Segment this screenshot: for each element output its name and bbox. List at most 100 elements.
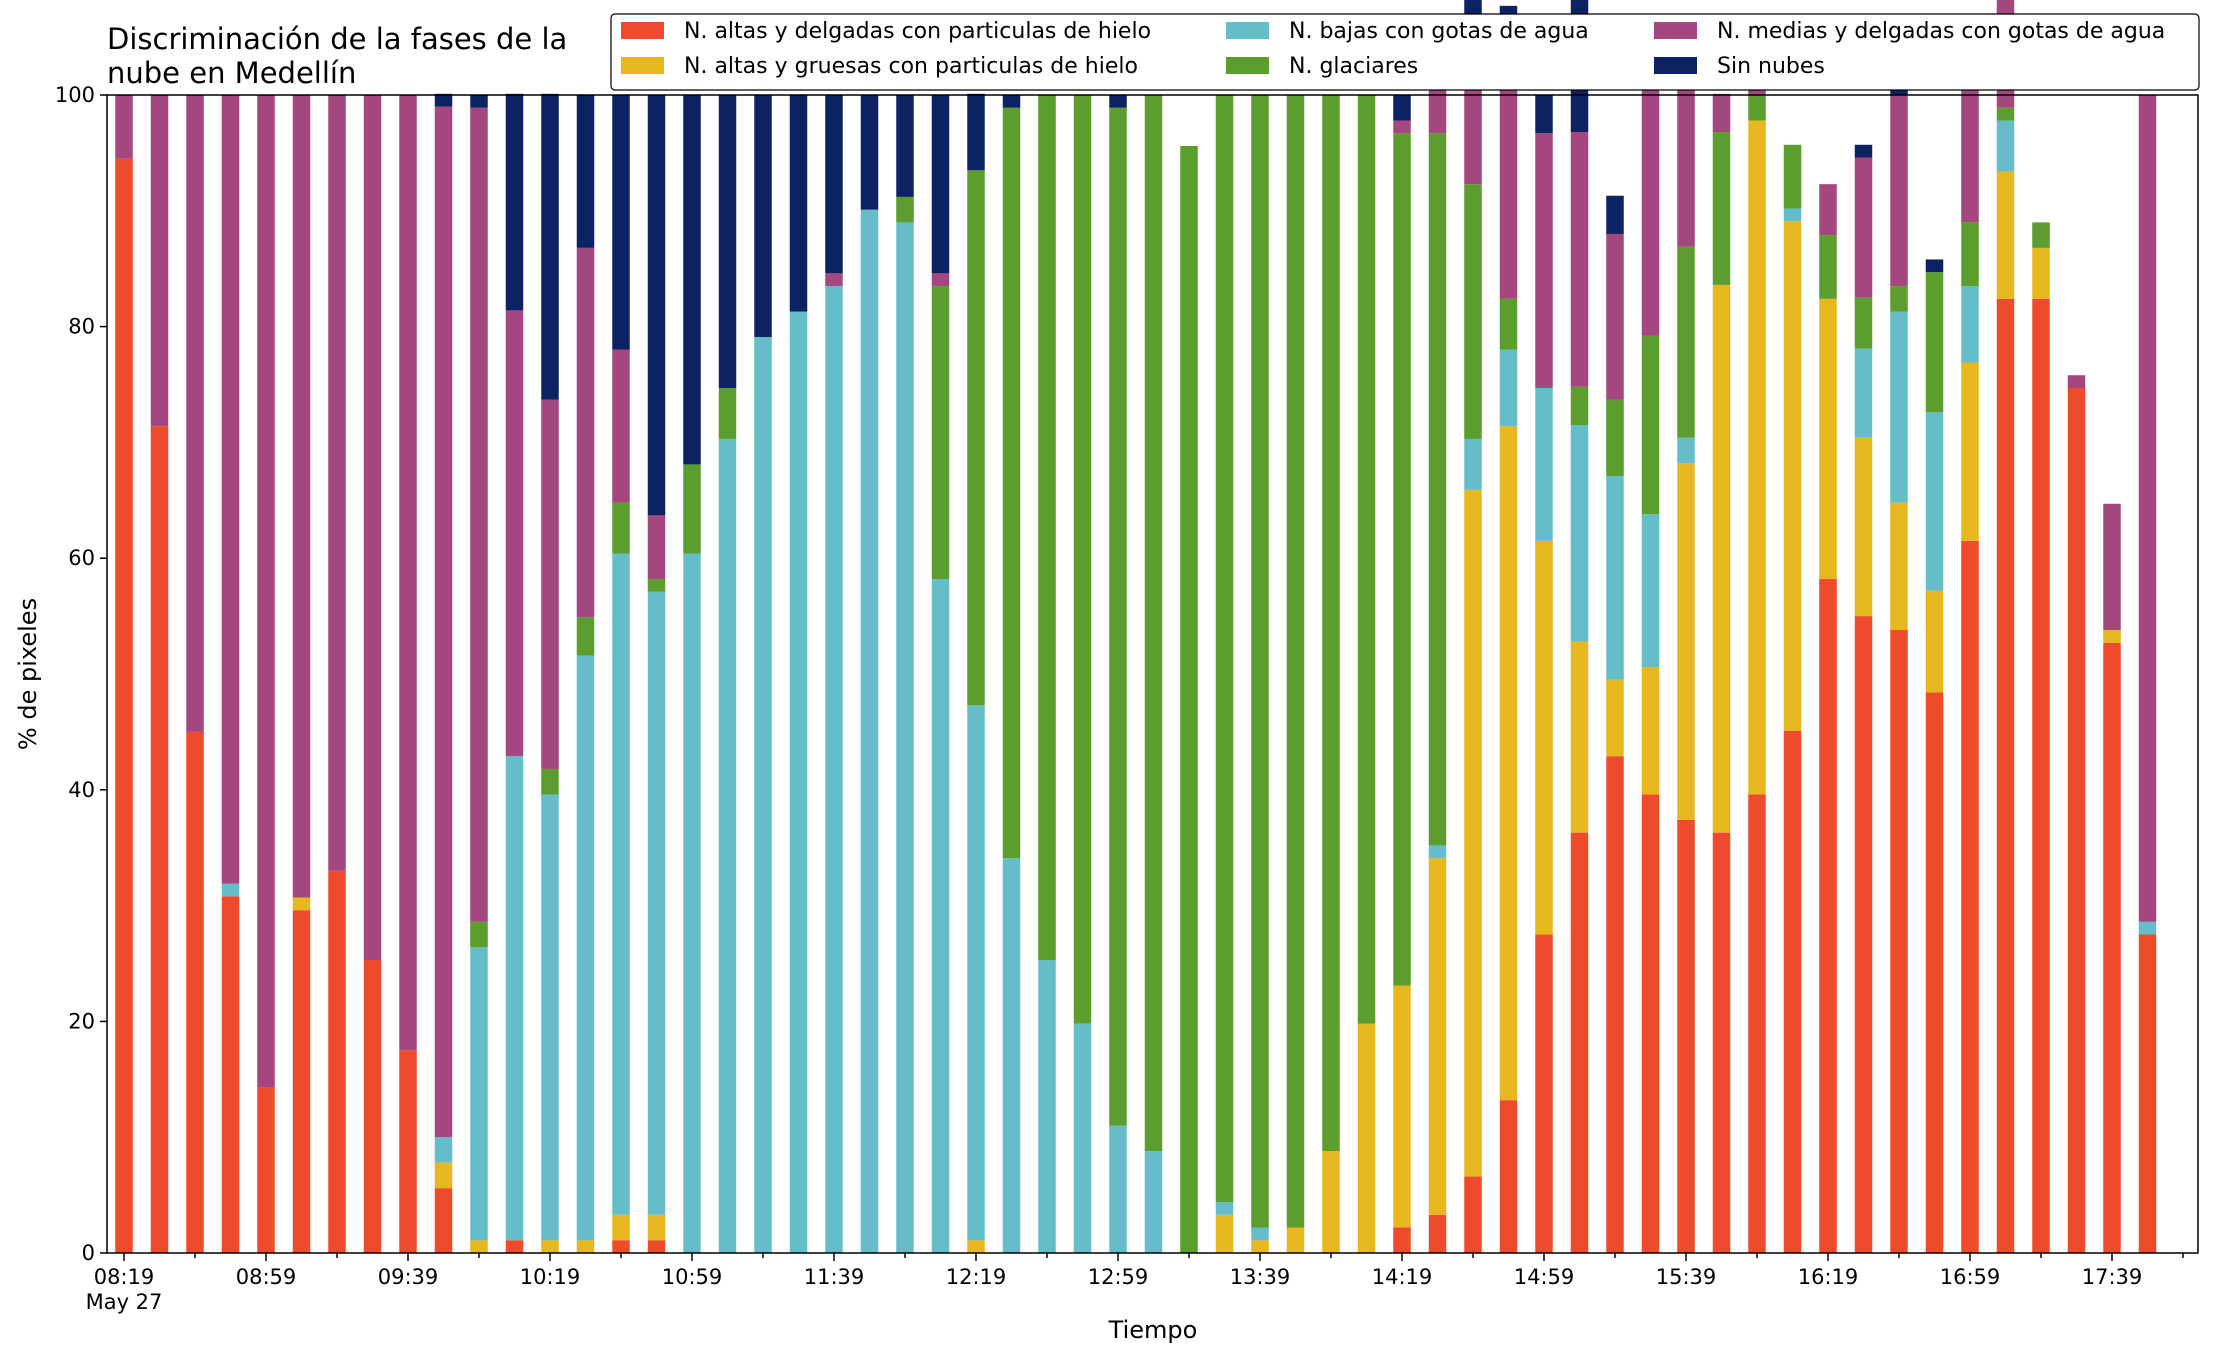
bar-segment-1-1049 [647,1214,666,1241]
y-tick-label: 100 [55,83,95,107]
bar-segment-1-1439 [1464,489,1482,1177]
bar-segment-2-1529 [1641,514,1660,668]
bar-segment-0-1729 [2067,387,2086,1254]
bar-segment-1-1559 [1748,120,1766,795]
bar-segment-0-1659 [1961,540,1979,1253]
bar-segment-3-1359 [1322,95,1340,1152]
x-tick-label: 10:19 [520,1265,581,1289]
bar-segment-4-1619 [1819,184,1837,236]
bar-segment-2-1659 [1961,286,1979,363]
bar-segment-1-1609 [1783,221,1802,731]
bar-segment-1-1509 [1570,641,1589,833]
x-axis-label: Tiempo [1108,1316,1198,1344]
bar-segment-4-0939 [399,95,417,1051]
bar-segment-2-1449 [1499,349,1518,427]
bar-segment-3-1159 [896,196,914,223]
bar-segment-2-1609 [1783,208,1802,222]
bar-segment-4-0829 [150,95,169,427]
bar-segment-5-1219 [967,93,985,171]
bar-segment-4-1049 [647,515,666,580]
bar-segment-0-0929 [363,960,382,1253]
bar-segment-5-1009 [505,93,524,311]
bar-segment-3-1559 [1748,95,1766,121]
bar-segment-4-1629 [1854,157,1873,298]
bar-segment-3-1259 [1109,107,1127,1126]
bar-segment-5-0959 [470,95,488,108]
bar-segment-3-1249 [1073,95,1092,1024]
bar-segment-1-1419 [1393,985,1411,1228]
bar-segment-5-1049 [647,95,666,516]
bar-segment-4-1509 [1570,132,1589,387]
bar-segment-2-1749 [2138,921,2157,935]
bar-segment-4-1519 [1606,233,1624,400]
bar-segment-4-0909 [292,95,311,898]
bar-segment-0-0919 [328,870,346,1253]
bar-segment-0-1749 [2138,934,2157,1253]
bar-segment-1-1539 [1677,463,1695,820]
chart-title-line-1: Discriminación de la fases de la [107,22,567,56]
bar-segment-2-1139 [825,286,843,1253]
bar-segment-1-1039 [612,1214,630,1241]
legend-label-4: N. medias y delgadas con gotas de agua [1717,19,2165,44]
bar-segment-5-1229 [1002,95,1021,108]
bar-segment-3-1319 [1180,145,1198,1254]
legend-label-0: N. altas y delgadas con particulas de hi… [684,19,1151,44]
bar-segment-1-1639 [1890,502,1908,630]
bar-segment-5-1139 [825,95,843,274]
bar-segment-0-1009 [505,1240,524,1253]
bar-segment-1-1349 [1286,1227,1305,1253]
bar-segment-3-1309 [1144,95,1163,1152]
bar-segment-0-0949 [434,1188,453,1253]
bar-segment-2-1039 [612,553,630,1215]
bar-segment-3-1019 [541,768,559,795]
bar-segment-3-1109 [718,387,737,439]
bar-segment-2-1649 [1925,412,1944,591]
bar-segment-2-1249 [1073,1023,1092,1253]
bar-segment-0-1539 [1677,819,1695,1253]
bar-segment-0-1649 [1925,692,1944,1253]
legend-label-5: Sin nubes [1717,54,1825,79]
bar-segment-1-1619 [1819,298,1837,580]
bar-segment-1-1709 [1996,171,2015,299]
bar-segment-0-1419 [1393,1227,1411,1253]
bar-segment-5-1129 [789,95,808,312]
y-tick-label: 40 [68,778,95,802]
bar-segment-3-0959 [470,921,488,948]
legend-swatch-0 [621,22,664,39]
bar-segment-4-1749 [2138,95,2157,922]
bar-segment-4-1009 [505,310,524,757]
bar-segment-4-0819 [115,95,133,159]
bar-segment-0-1619 [1819,579,1837,1253]
bar-segment-4-0919 [328,95,346,871]
bar-segment-2-1239 [1038,960,1056,1253]
bar-segment-4-0849 [221,95,240,884]
bar-segment-0-0909 [292,910,311,1253]
bar-segment-1-0909 [292,897,311,911]
bar-segment-1-1329 [1215,1214,1234,1253]
legend-label-3: N. glaciares [1289,54,1418,79]
bar-segment-1-1429 [1428,858,1447,1215]
bar-segment-1-1659 [1961,362,1979,541]
bar-segment-4-1549 [1712,93,1731,133]
bar-segment-2-1629 [1854,348,1873,438]
bar-segment-1-1549 [1712,284,1731,833]
bar-segment-2-1059 [683,553,701,1253]
bar-segment-3-1719 [2032,222,2050,248]
bar-segment-3-1029 [576,617,595,656]
bar-segment-4-1029 [576,247,595,618]
y-axis-ticks: 0 20 40 60 80 100 [55,83,107,1265]
bar-segment-5-1119 [754,95,772,338]
bar-segment-3-1239 [1038,95,1056,961]
bar-segment-5-1019 [541,93,559,400]
bar-segment-1-1219 [967,1240,985,1253]
bar-segment-0-1449 [1499,1100,1518,1253]
bar-segment-2-1109 [718,438,737,1253]
x-tick-label: 14:59 [1514,1265,1575,1289]
bar-segment-4-1439 [1464,82,1482,185]
bar-segment-4-1209 [931,273,950,287]
bar-segment-5-1419 [1393,95,1411,121]
bar-segment-2-1129 [789,311,808,1253]
bar-segment-2-1029 [576,655,595,1241]
